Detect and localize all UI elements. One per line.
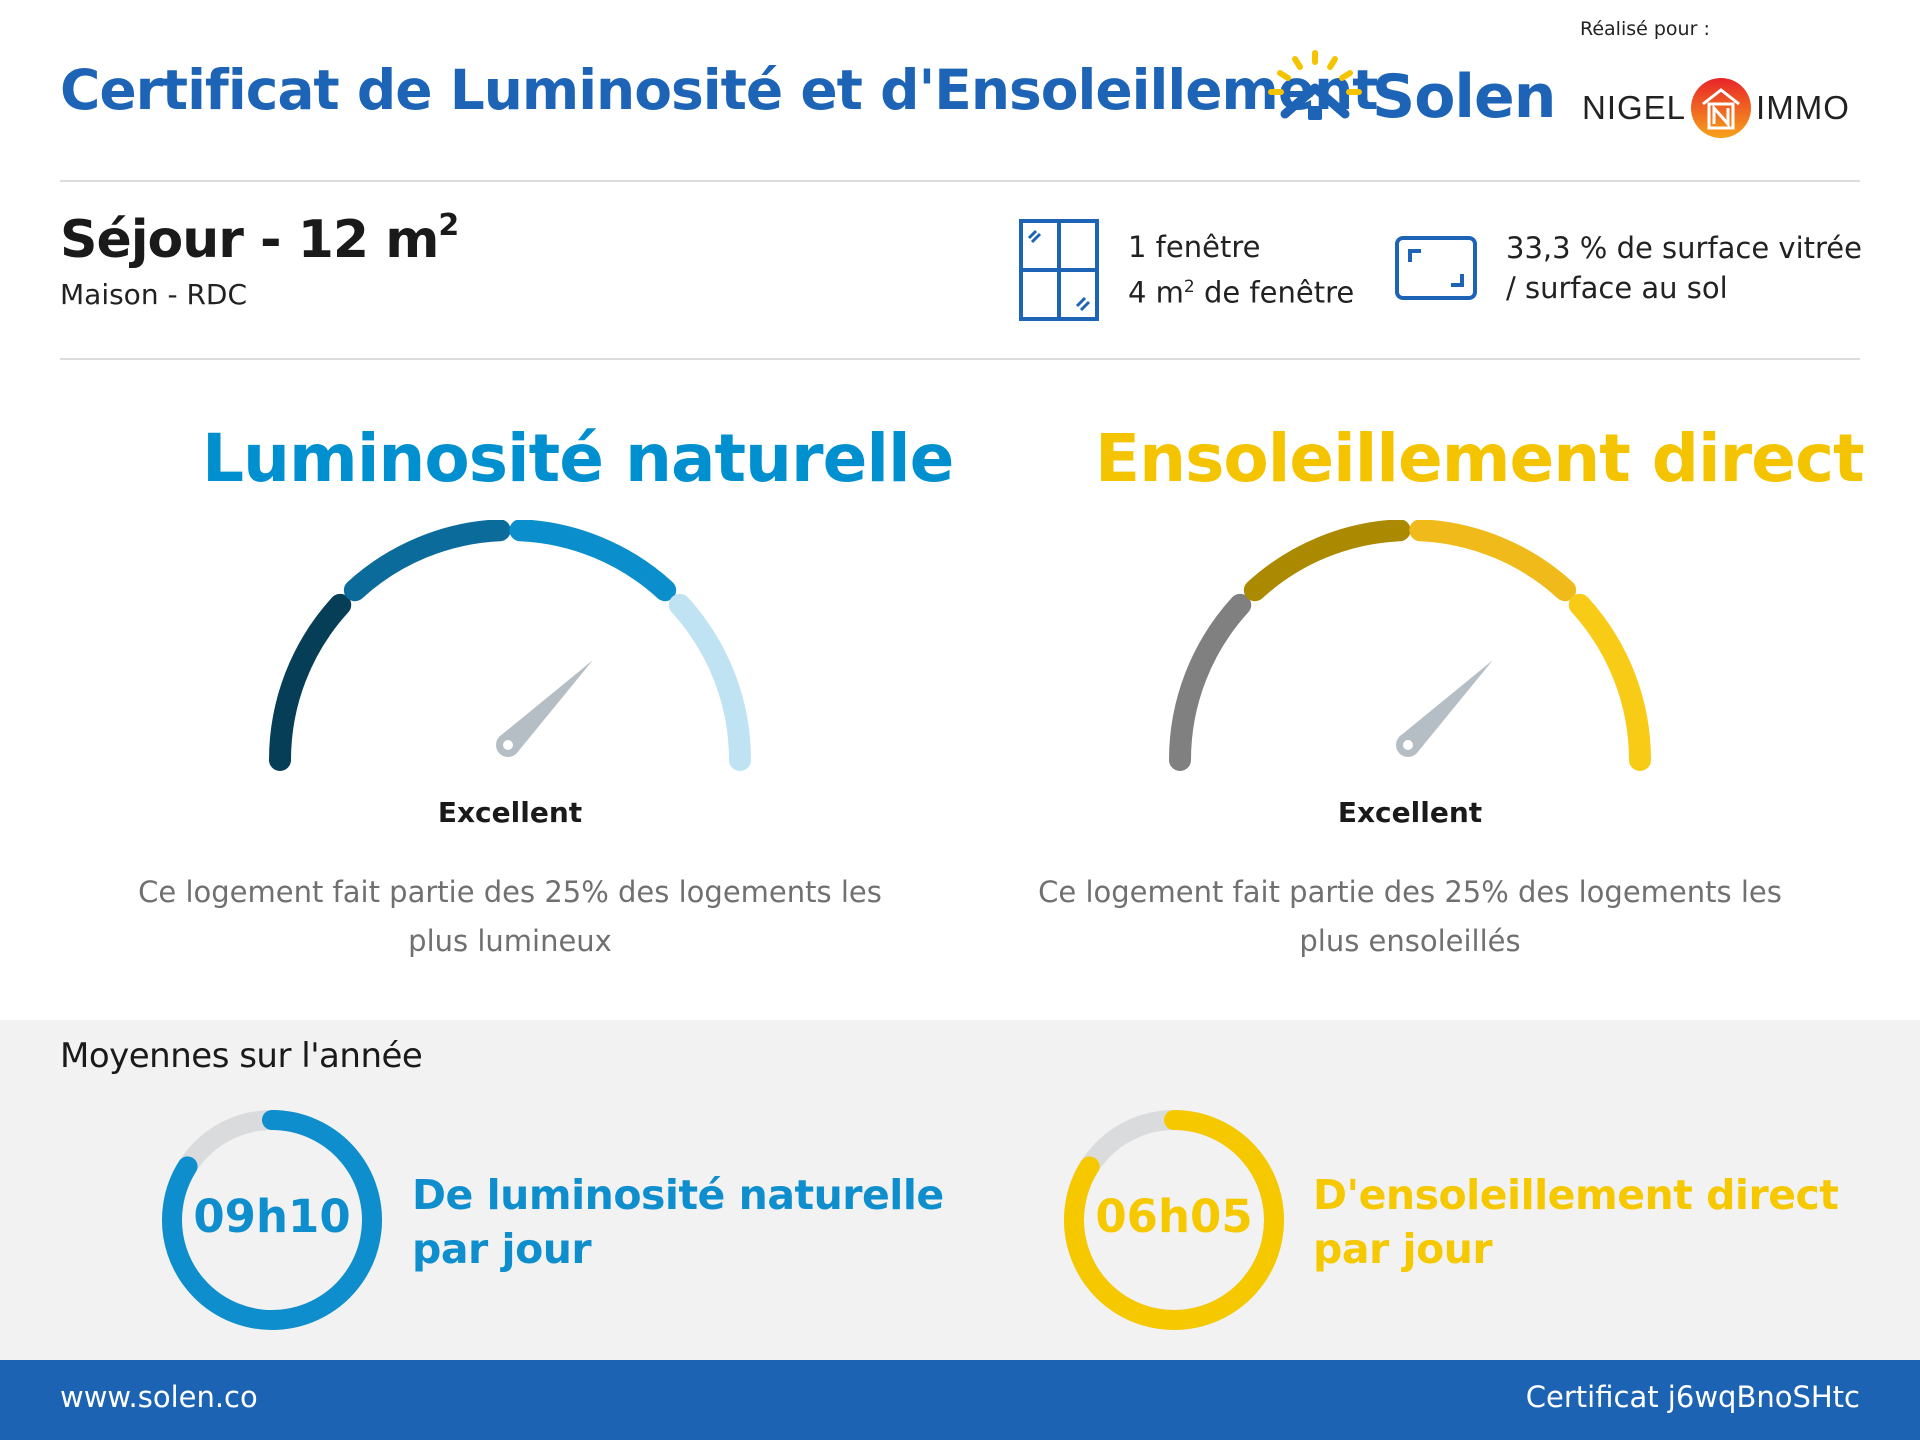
luminosity-title: Luminosité naturelle: [202, 420, 954, 497]
glazing-spec: 33,3 % de surface vitrée / surface au so…: [1394, 228, 1862, 308]
luminosity-label-line1: De luminosité naturelle: [412, 1171, 944, 1219]
surface-ratio-icon: [1395, 236, 1477, 300]
brand-name: Solen: [1372, 62, 1556, 132]
sunlight-title: Ensoleillement direct: [1095, 420, 1865, 497]
website-link[interactable]: www.solen.co: [60, 1380, 258, 1414]
sunlight-average-label: D'ensoleillement direct par jour: [1313, 1168, 1839, 1276]
client-name-left: NIGEL: [1582, 89, 1687, 126]
luminosity-label-line2: par jour: [412, 1225, 592, 1273]
room-subtitle: Maison - RDC: [60, 278, 248, 311]
luminosity-average-value: 09h10: [193, 1190, 351, 1243]
window-spec: 1 fenêtre 4 m2 de fenêtre: [1018, 218, 1354, 322]
gauge-segment-poor: [269, 593, 352, 771]
luminosity-average-label: De luminosité naturelle par jour: [412, 1168, 944, 1276]
luminosity-rating: Excellent: [437, 796, 583, 829]
sunlight-label-line1: D'ensoleillement direct: [1313, 1171, 1839, 1219]
client-logo: NIGEL IMMO: [1582, 78, 1850, 138]
window-area-prefix: 4 m: [1128, 275, 1184, 310]
window-area-sup: 2: [1183, 277, 1195, 298]
glazing-spec-text: 33,3 % de surface vitrée / surface au so…: [1506, 228, 1862, 308]
header: Certificat de Luminosité et d'Ensoleille…: [60, 0, 1860, 180]
glazing-line2: / surface au sol: [1506, 271, 1728, 305]
sunlight-rating: Excellent: [1337, 796, 1483, 829]
sunlight-donut: [1064, 1110, 1284, 1330]
client-name-right: IMMO: [1756, 89, 1850, 126]
room-title-sup: 2: [438, 207, 459, 243]
gauge-segment-fair: [1243, 520, 1411, 602]
gauge-segment-fair: [343, 520, 511, 602]
room-info: Séjour - 12 m2 Maison - RDC: [60, 207, 459, 311]
certificate-id: Certificat j6wqBnoSHtc: [1525, 1380, 1860, 1414]
gauge-needle-center: [1403, 740, 1413, 750]
page-title: Certificat de Luminosité et d'Ensoleille…: [60, 58, 1379, 122]
room-title-text: Séjour - 12 m: [60, 210, 439, 270]
sunlight-description: Ce logement fait partie des 25% des loge…: [1038, 875, 1782, 958]
gauge-segment-good: [509, 520, 677, 602]
window-area-suffix: de fenêtre: [1194, 275, 1355, 310]
footer: www.solen.co Certificat j6wqBnoSHtc: [0, 1360, 1920, 1440]
made-for-label: Réalisé pour :: [1580, 18, 1710, 40]
glazing-line1: 33,3 % de surface vitrée: [1506, 231, 1862, 265]
luminosity-gauge: [269, 520, 751, 771]
divider: [60, 180, 1860, 182]
gauge-needle-center: [503, 740, 513, 750]
gauge-segment-poor: [1169, 593, 1252, 771]
averages-title: Moyennes sur l'année: [60, 1036, 423, 1076]
gauge-needle: [1399, 660, 1493, 754]
solen-logo-icon: [1268, 50, 1362, 120]
gauge-needle: [499, 660, 593, 754]
donut-progress: [1064, 1110, 1284, 1330]
luminosity-description: Ce logement fait partie des 25% des loge…: [138, 875, 882, 958]
gauge-segment-excellent: [1568, 593, 1651, 771]
gauge-segment-excellent: [668, 593, 751, 771]
gauge-segment-good: [1409, 520, 1577, 602]
divider: [60, 358, 1860, 360]
sunlight-gauge: [1169, 520, 1651, 771]
nigel-immo-badge-icon: [1691, 78, 1752, 138]
window-count: 1 fenêtre: [1128, 230, 1261, 265]
window-spec-text: 1 fenêtre 4 m2 de fenêtre: [1128, 227, 1354, 313]
window-icon: [1019, 219, 1099, 321]
luminosity-donut: [162, 1110, 382, 1330]
sunlight-average-value: 06h05: [1095, 1190, 1253, 1243]
donut-progress: [162, 1110, 382, 1330]
window-area: 4 m2 de fenêtre: [1128, 267, 1354, 313]
room-title: Séjour - 12 m2: [60, 207, 459, 270]
sunlight-label-line2: par jour: [1313, 1225, 1493, 1273]
